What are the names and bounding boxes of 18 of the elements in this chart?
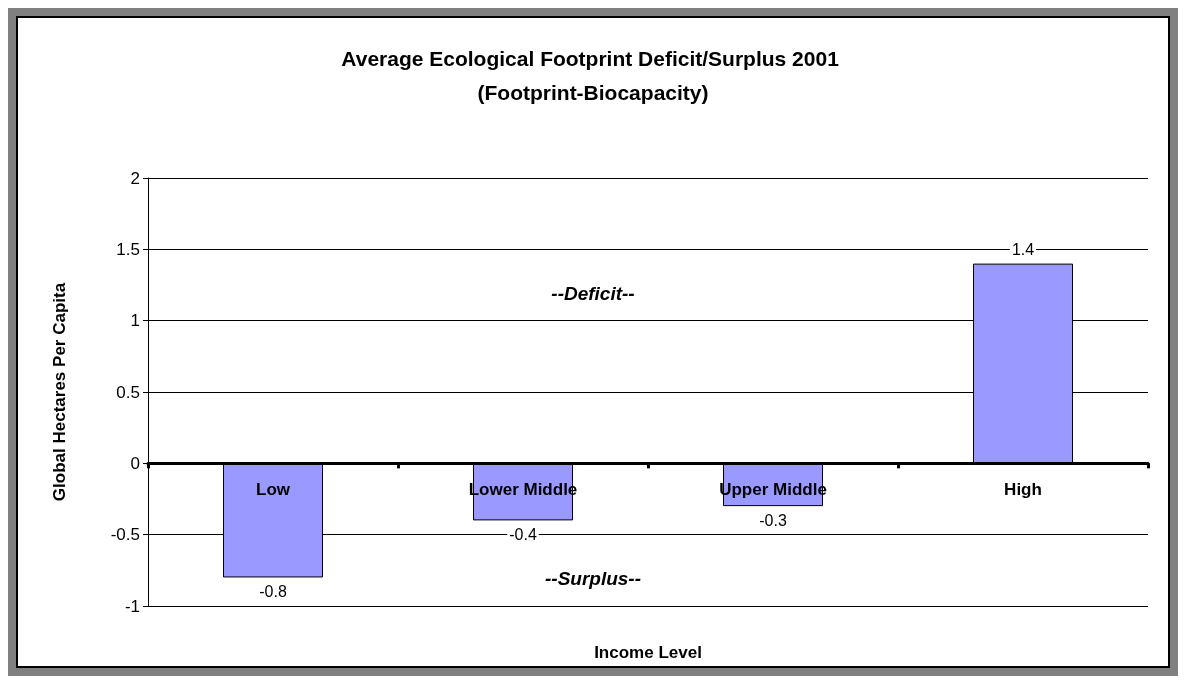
y-axis-title: Global Hectares Per Capita	[50, 282, 69, 502]
y-tick-label: 1	[130, 311, 140, 331]
data-label: -0.8	[259, 582, 287, 600]
data-label: -0.4	[509, 525, 537, 543]
data-label: 1.4	[1011, 241, 1035, 259]
data-label: -0.3	[759, 511, 787, 529]
x-tick-label: High	[1004, 480, 1042, 500]
y-tick-label: -0.5	[110, 525, 140, 545]
y-tick-label: 2	[130, 168, 140, 188]
x-axis-title: Income Level	[594, 643, 702, 662]
x-tick-label: Low	[256, 480, 291, 500]
y-tick-label: 0.5	[116, 382, 140, 402]
y-tick-label: 0	[130, 453, 140, 473]
chart-title: Average Ecological Footprint Deficit/Surplus 2001 (Footprint-Biocapacity)	[341, 46, 845, 104]
y-tick-label: -1	[124, 596, 140, 616]
annotation: --Surplus--	[544, 567, 642, 589]
y-tick-label: 1.5	[116, 239, 140, 259]
annotation: --Deficit--	[551, 282, 635, 304]
